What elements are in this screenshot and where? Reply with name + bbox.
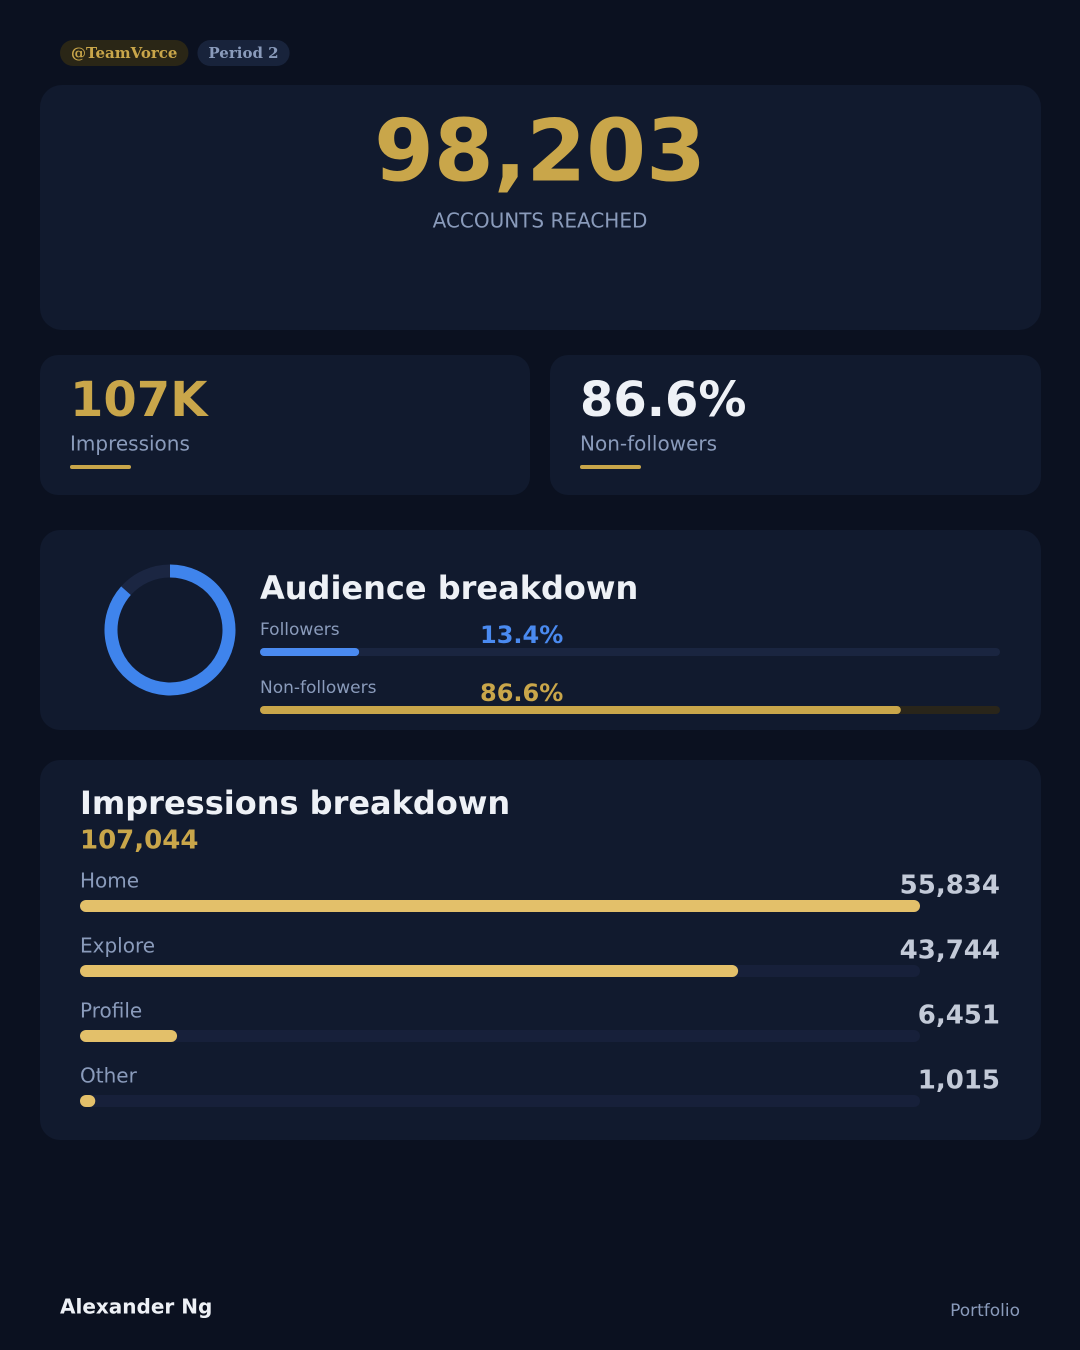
bar-label: Profile	[80, 999, 142, 1023]
hero-value: 98,203	[374, 101, 706, 201]
author-name: Alexander Ng	[60, 1295, 212, 1319]
tag: @TeamVorce	[71, 44, 177, 62]
audience-card	[40, 530, 1041, 730]
bar	[80, 1030, 178, 1042]
value-label: 43,744	[900, 936, 1000, 966]
section-title: Impressions breakdown	[80, 784, 510, 822]
stat-label: Impressions	[70, 432, 190, 456]
legend-label: Non-followers	[260, 678, 377, 698]
stat-value: 107K	[70, 372, 209, 428]
bar-label: Explore	[80, 934, 155, 958]
value-label: 6,451	[918, 1001, 1000, 1031]
section-title: Audience breakdown	[260, 569, 638, 607]
bar-track	[80, 1030, 920, 1042]
portfolio-link[interactable]: Portfolio	[950, 1301, 1020, 1321]
legend-label: Followers	[260, 620, 340, 640]
value-label: 55,834	[900, 871, 1000, 901]
stat-underline	[580, 465, 641, 469]
bar-label: Other	[80, 1064, 138, 1088]
bar-track	[260, 648, 1000, 656]
donut-segment	[104, 564, 236, 696]
value-label: 13.4%	[480, 621, 563, 649]
stat-card	[40, 355, 530, 495]
donut-segment	[121, 564, 171, 596]
stat-underline	[70, 465, 131, 469]
bar-label: Home	[80, 869, 139, 893]
tag-pill	[197, 40, 290, 66]
value-label: 1,015	[918, 1066, 1000, 1096]
bar	[260, 706, 901, 714]
tag-pill	[60, 40, 189, 66]
bar	[260, 648, 360, 656]
stat-card	[550, 355, 1041, 495]
value-label: 86.6%	[480, 679, 563, 707]
total-value: 107,044	[80, 826, 198, 856]
bar	[80, 1095, 96, 1107]
bar-track	[80, 1095, 920, 1107]
bar	[80, 965, 739, 977]
bar	[80, 900, 920, 912]
tag: Period 2	[208, 44, 278, 62]
stat-value: 86.6%	[580, 372, 747, 428]
hero-label: ACCOUNTS REACHED	[433, 209, 648, 233]
hero-card	[40, 85, 1041, 330]
stat-label: Non-followers	[580, 432, 717, 456]
impressions-card	[40, 760, 1041, 1140]
